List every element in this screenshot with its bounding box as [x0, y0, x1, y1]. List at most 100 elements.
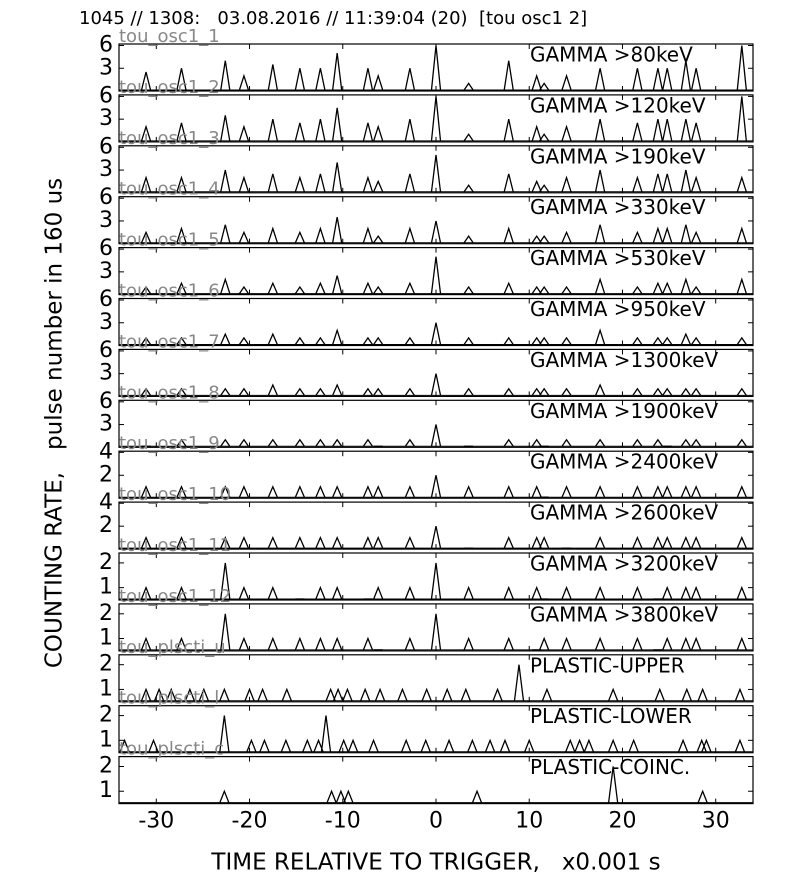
spike [539, 184, 550, 193]
spike [561, 438, 572, 447]
y-tick-label: 4 [99, 439, 113, 464]
spike [736, 175, 747, 192]
spike [471, 789, 483, 803]
spike [347, 738, 359, 752]
spike [176, 585, 187, 600]
spike [463, 285, 474, 294]
spike [267, 173, 278, 192]
y-tick-label: 3 [99, 361, 113, 386]
spike [680, 636, 691, 651]
spike [662, 535, 673, 549]
spike [503, 636, 514, 651]
panel-label: tou_osc1_9 [119, 433, 220, 454]
panel-frame [118, 755, 754, 805]
spike [632, 636, 643, 651]
spike [294, 636, 305, 651]
spike [338, 738, 349, 752]
spike [632, 387, 643, 396]
spike [539, 387, 550, 396]
spike [315, 226, 326, 243]
spike [442, 687, 453, 702]
spike [594, 535, 606, 549]
figure-title: 1045 // 1308: 03.08.2016 // 11:39:04 (20… [79, 8, 587, 29]
spike [332, 383, 343, 396]
spike [267, 281, 278, 294]
spike [503, 281, 514, 294]
spike [430, 424, 442, 447]
y-tick-label: 3 [99, 208, 113, 233]
spike [315, 68, 326, 91]
panel-label: tou_osc1_2 [119, 77, 220, 98]
spike [220, 485, 231, 498]
spike [539, 133, 550, 142]
spike [267, 585, 278, 600]
panel-label: tou_osc1_8 [119, 382, 220, 403]
spike [662, 485, 673, 498]
series-name: GAMMA >2600keV [530, 501, 719, 525]
spike [691, 285, 702, 294]
spike [176, 226, 187, 243]
spike [219, 789, 230, 803]
spike [503, 119, 514, 142]
spike [176, 387, 187, 396]
spike [238, 230, 250, 243]
panel-label: tou_osc1_12 [119, 586, 231, 607]
spike [176, 68, 187, 91]
spike [362, 68, 374, 91]
spike [404, 336, 415, 345]
y-tick-label: 3 [99, 157, 113, 182]
spike [421, 687, 432, 702]
spike [430, 526, 442, 549]
spike [539, 336, 550, 345]
spike [315, 173, 326, 192]
panel-label: tou_osc1_4 [119, 179, 220, 200]
spike [267, 485, 278, 498]
series-name: GAMMA >1300keV [530, 348, 719, 372]
spike [373, 485, 384, 498]
panel-label: tou_osc1_1 [119, 26, 220, 47]
panel-frame [118, 94, 754, 143]
spike [362, 387, 373, 396]
panel-frame [118, 450, 754, 499]
spike [362, 336, 373, 345]
x-tick-label: -30 [138, 809, 174, 834]
spike [325, 687, 336, 702]
spike [294, 68, 306, 91]
spike [503, 438, 514, 447]
y-tick-label: 3 [99, 55, 113, 80]
spike [680, 387, 691, 396]
spike [176, 438, 187, 447]
spike [652, 226, 664, 243]
spike [140, 585, 152, 600]
spike [632, 535, 643, 549]
spike [463, 336, 474, 345]
spike [608, 738, 619, 752]
spike [320, 715, 332, 752]
spike [691, 387, 702, 396]
spike [539, 636, 550, 651]
y-tick-label: 2 [99, 550, 113, 575]
spike [531, 336, 542, 345]
y-tick-label: 3 [99, 106, 113, 131]
y-tick-label: 3 [99, 310, 113, 335]
spike [691, 636, 702, 651]
y-tick-label: 1 [99, 778, 113, 803]
spike [335, 789, 347, 803]
spike [430, 256, 442, 294]
y-tick-label: 2 [99, 753, 113, 778]
spike [140, 485, 152, 498]
spike [499, 738, 511, 752]
spike [701, 738, 712, 752]
spike [140, 230, 152, 243]
spike [302, 738, 313, 752]
spike [503, 226, 514, 243]
spike [430, 322, 442, 345]
spike [220, 60, 231, 91]
spike [404, 173, 416, 192]
y-tick-label: 1 [99, 727, 113, 752]
spike [176, 485, 187, 498]
series-name: GAMMA >190keV [530, 144, 706, 168]
spike [463, 485, 474, 498]
spike [652, 535, 664, 549]
